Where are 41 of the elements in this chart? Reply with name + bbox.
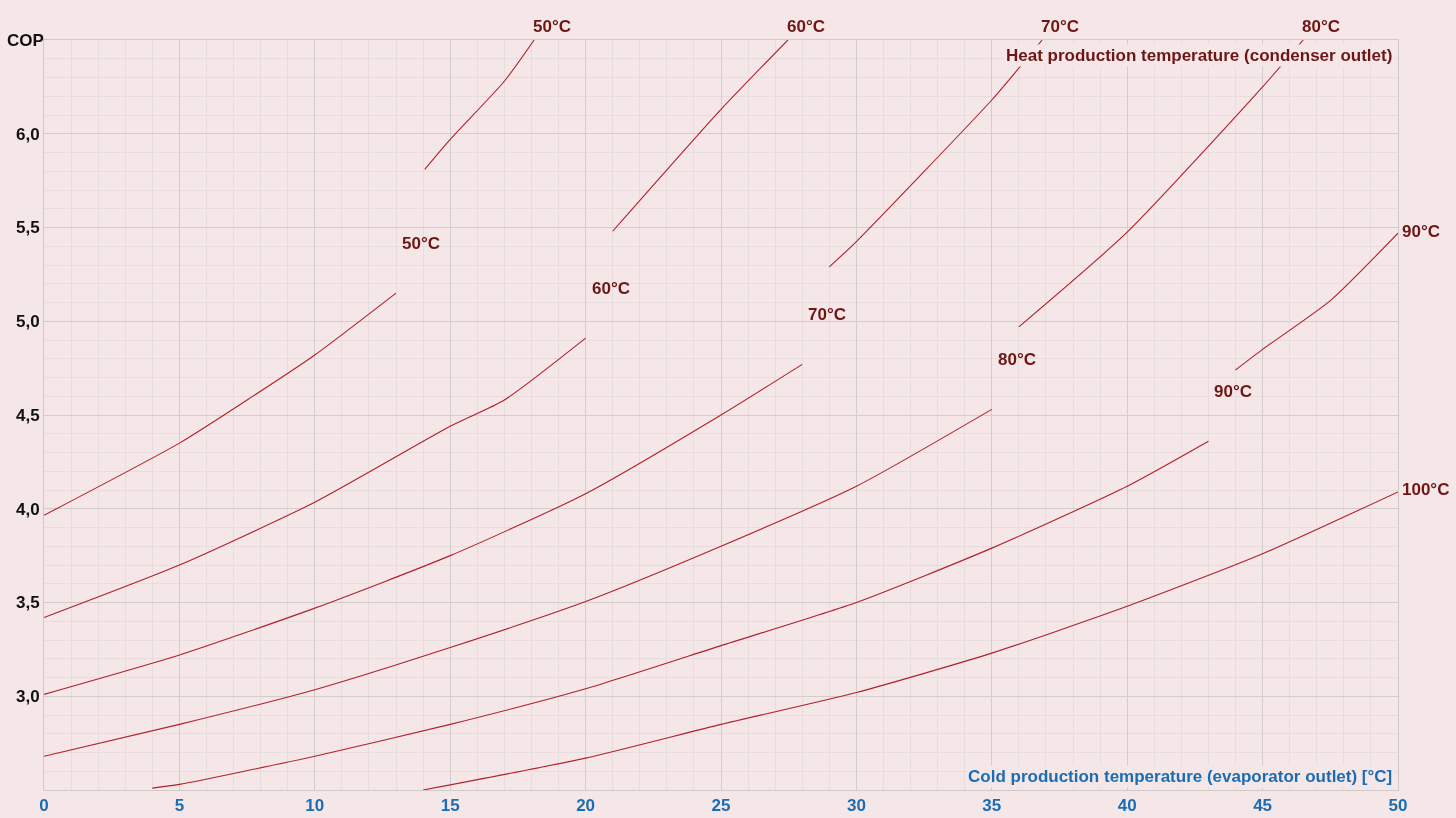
x-tick-label: 0 [39, 796, 49, 816]
x-tick-label: 5 [174, 796, 185, 816]
x-tick-label: 30 [846, 796, 866, 816]
y-tick-label: 5,0 [15, 312, 40, 332]
x-tick-label: 50 [1388, 796, 1408, 816]
line-series [44, 363, 803, 695]
x-tick-label: 15 [440, 796, 460, 816]
y-tick-label: 3,0 [15, 687, 40, 707]
text: 70°C [808, 305, 846, 324]
x-tick-label: 35 [982, 796, 1002, 816]
x-tick-label: 10 [305, 796, 325, 816]
series-label: 50°C [533, 17, 571, 36]
text: 80°C [998, 350, 1036, 369]
x-tick-label: 40 [1117, 796, 1137, 816]
x-axis-title: Cold production temperature (evaporator outlet) [°C] [968, 767, 1393, 786]
y-tick-label: 6,0 [15, 124, 40, 144]
line-series [151, 440, 1209, 789]
line-series [44, 292, 397, 516]
text: 90°C [1214, 382, 1252, 401]
line-series [44, 408, 993, 757]
series-label: 80°C [1302, 17, 1340, 36]
text: 60°C [592, 279, 630, 298]
annotation: Heat production temperature (condenser outlet) [1006, 46, 1393, 65]
x-tick-label: 25 [711, 796, 731, 816]
line-series [422, 491, 1398, 790]
series-label: 100°C [1402, 480, 1450, 499]
line-series [44, 337, 587, 619]
series-label: 90°C [1402, 222, 1440, 241]
y-axis-title: COP [7, 31, 44, 50]
x-tick-label: 45 [1253, 796, 1273, 816]
y-tick-label: 4,0 [15, 499, 40, 519]
y-tick-label: 5,5 [15, 218, 40, 238]
x-tick-label: 20 [576, 796, 596, 816]
line-series [424, 40, 535, 170]
y-tick-label: 3,5 [15, 593, 40, 613]
text: 50°C [402, 234, 440, 253]
y-tick-label: 4,5 [15, 405, 40, 425]
series-label: 70°C [1041, 17, 1079, 36]
line-series [1234, 232, 1398, 371]
series-label: 60°C [787, 17, 825, 36]
line-series [828, 40, 1043, 268]
